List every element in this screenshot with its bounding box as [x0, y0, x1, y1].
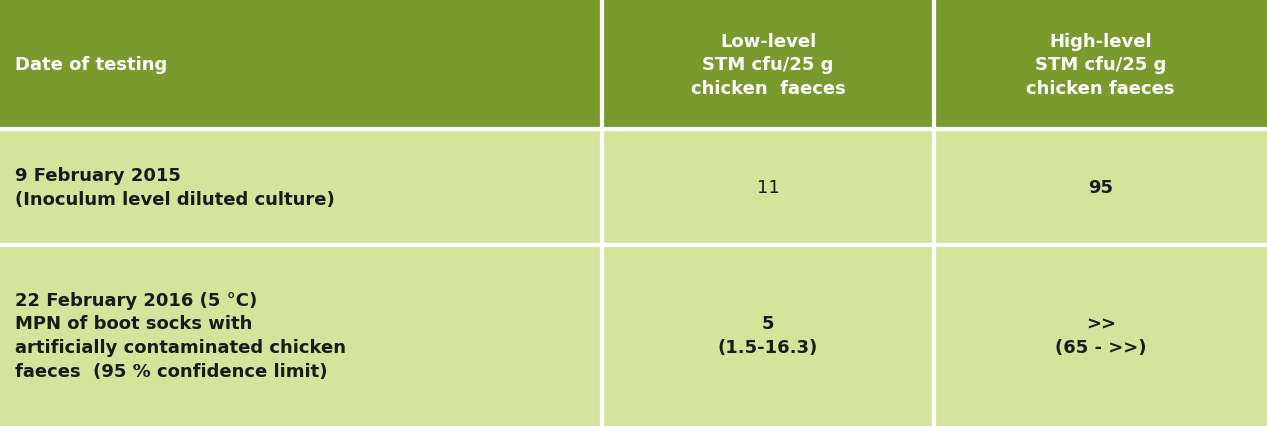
- Text: Date of testing: Date of testing: [15, 56, 167, 74]
- Text: Low-level
STM cfu/25 g
chicken  faeces: Low-level STM cfu/25 g chicken faeces: [691, 32, 845, 98]
- Bar: [602, 245, 935, 426]
- Bar: [935, 130, 1267, 245]
- Text: 95: 95: [1088, 178, 1114, 196]
- Bar: [602, 130, 935, 245]
- Bar: [602, 0, 935, 130]
- Bar: [0, 130, 602, 245]
- Text: >>
(65 - >>): >> (65 - >>): [1055, 315, 1147, 356]
- Text: 22 February 2016 (5 °C)
MPN of boot socks with
artificially contaminated chicken: 22 February 2016 (5 °C) MPN of boot sock…: [15, 291, 346, 380]
- Bar: [0, 245, 602, 426]
- Text: 11: 11: [756, 178, 779, 196]
- Text: 9 February 2015
(Inoculum level diluted culture): 9 February 2015 (Inoculum level diluted …: [15, 167, 334, 208]
- Bar: [935, 0, 1267, 130]
- Bar: [935, 245, 1267, 426]
- Text: 5
(1.5-16.3): 5 (1.5-16.3): [718, 315, 818, 356]
- Bar: [0, 0, 602, 130]
- Text: High-level
STM cfu/25 g
chicken faeces: High-level STM cfu/25 g chicken faeces: [1026, 32, 1175, 98]
